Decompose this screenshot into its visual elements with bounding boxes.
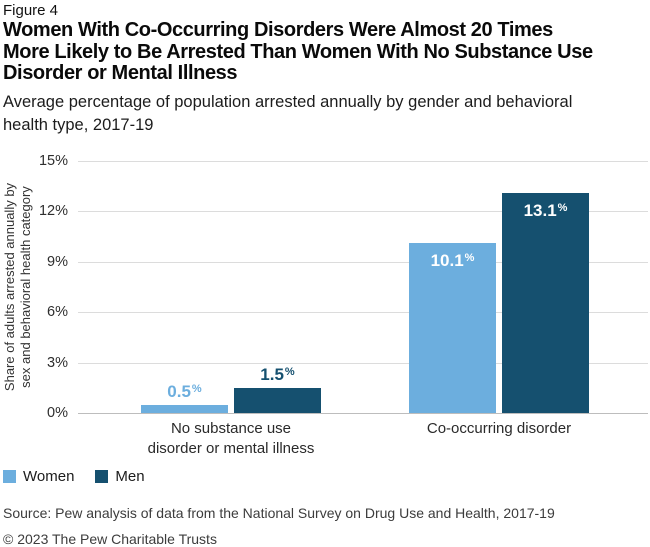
- bar-value-label-women-0: 0.5%: [167, 381, 202, 401]
- bar-value-label-men-1: 13.1%: [523, 200, 568, 220]
- copyright-note: © 2023 The Pew Charitable Trusts: [3, 531, 217, 547]
- gridline-3: [78, 362, 648, 364]
- legend-label-men: Men: [115, 468, 145, 485]
- x-category-label-1: Co-occurring disorder: [426, 420, 572, 437]
- y-tick-label-9: 9%: [47, 253, 68, 270]
- legend-swatch-men: [95, 470, 109, 483]
- y-axis-title: Share of adults arrested annually by sex…: [2, 161, 34, 413]
- y-tick-label-12: 12%: [38, 203, 68, 220]
- bar-men-0: [234, 387, 321, 413]
- chart-subtitle: Average percentage of population arreste…: [3, 93, 573, 134]
- gridline-6: [78, 312, 648, 314]
- gridline-12: [78, 211, 648, 213]
- source-note: Source: Pew analysis of data from the Na…: [3, 505, 555, 521]
- legend-swatch-women: [3, 470, 16, 483]
- gridline-0: [78, 413, 648, 414]
- gridline-15: [78, 161, 648, 162]
- bar-women-1: [409, 243, 496, 413]
- legend-item-women: Women: [3, 468, 74, 485]
- gridline-9: [78, 261, 648, 263]
- legend: Women Men: [3, 468, 145, 485]
- y-tick-label-15: 15%: [38, 153, 68, 169]
- chart-title: Women With Co-Occurring Disorders Were A…: [3, 19, 593, 84]
- figure-label: Figure 4: [3, 2, 59, 19]
- legend-item-men: Men: [95, 468, 145, 485]
- bar-value-label-men-0: 1.5%: [260, 364, 295, 384]
- y-axis-title-text: Share of adults arrested annually by sex…: [2, 182, 33, 392]
- bar-women-0: [141, 404, 228, 413]
- y-tick-label-0: 0%: [47, 405, 68, 421]
- y-tick-label-3: 3%: [47, 354, 68, 371]
- x-category-label-0: No substance use disorder or mental illn…: [147, 420, 315, 457]
- y-tick-label-6: 6%: [47, 304, 68, 321]
- legend-label-women: Women: [23, 468, 75, 485]
- bar-men-1: [502, 192, 589, 413]
- bar-value-label-women-1: 10.1%: [430, 251, 475, 271]
